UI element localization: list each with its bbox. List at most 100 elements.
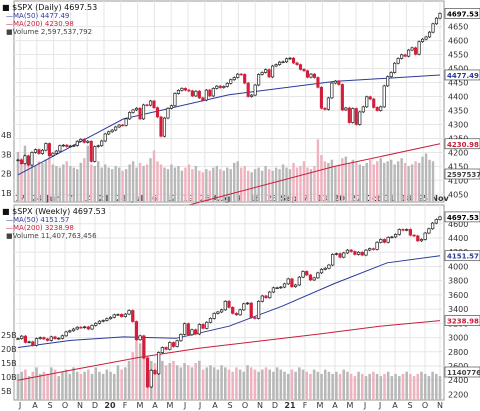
volume-bar bbox=[227, 369, 231, 400]
candle-body bbox=[246, 82, 250, 97]
volume-bar bbox=[274, 167, 278, 202]
candle-body bbox=[297, 276, 301, 286]
candle-body bbox=[166, 107, 170, 119]
volume-bar bbox=[253, 369, 257, 400]
x-tick-label: 28 bbox=[116, 194, 126, 203]
candle-body bbox=[205, 321, 209, 329]
volume-bar bbox=[305, 371, 309, 400]
ma200-line bbox=[17, 320, 441, 381]
volume-bar bbox=[320, 373, 323, 400]
candle-body bbox=[145, 357, 150, 388]
volume-bar bbox=[179, 367, 183, 400]
candle-body bbox=[138, 335, 142, 341]
candle-body bbox=[101, 320, 105, 322]
volume-axis-label: 3B bbox=[1, 150, 12, 159]
x-tick-label: 20 bbox=[104, 401, 116, 410]
volume-bar bbox=[172, 360, 175, 400]
volume-bar bbox=[283, 371, 286, 400]
candle-body bbox=[239, 73, 243, 76]
volume-bar bbox=[61, 371, 64, 400]
candle-body bbox=[208, 89, 212, 97]
volume-bar bbox=[414, 161, 417, 202]
x-tick-label: M bbox=[317, 401, 324, 410]
volume-bar bbox=[421, 156, 424, 202]
x-tick-label: F bbox=[123, 401, 128, 410]
candle-body bbox=[94, 322, 98, 326]
candle-body bbox=[424, 36, 428, 40]
volume-bar bbox=[205, 169, 208, 202]
x-tick-label: N bbox=[437, 401, 443, 410]
volume-bar bbox=[159, 164, 163, 202]
volume-bar bbox=[161, 360, 164, 400]
volume-bar bbox=[298, 367, 301, 400]
candle-body bbox=[110, 129, 114, 133]
ma200-tag: 4230.98 bbox=[444, 138, 480, 150]
volume-bar bbox=[349, 373, 353, 400]
candle-body bbox=[386, 236, 390, 243]
candle-body bbox=[186, 323, 190, 336]
last-price-tag-text: 4697.53 bbox=[447, 214, 479, 222]
volume-bar bbox=[41, 162, 44, 202]
candle-body bbox=[290, 278, 294, 288]
volume-bar bbox=[295, 167, 299, 202]
volume-bar bbox=[53, 369, 57, 400]
candle-body bbox=[40, 149, 44, 154]
legend-ma50: —MA(50) 4151.57 bbox=[6, 216, 69, 224]
last-price-tag-box bbox=[444, 8, 480, 19]
volume-bar bbox=[20, 158, 23, 202]
volume-bar bbox=[271, 170, 274, 202]
candle-body bbox=[347, 107, 351, 123]
candle-body bbox=[201, 324, 205, 329]
volume-bar bbox=[226, 167, 229, 202]
volume-axis-label: 1B bbox=[1, 189, 12, 198]
volume-bar bbox=[101, 373, 105, 400]
candle-body bbox=[405, 229, 409, 231]
candle-body bbox=[291, 57, 296, 64]
volume-bar bbox=[431, 161, 435, 202]
candle-body bbox=[353, 251, 357, 255]
legend-ma200: —MA(200) 4230.98 bbox=[6, 20, 74, 28]
volume-bar bbox=[166, 169, 170, 202]
volume-bar bbox=[27, 376, 31, 400]
y-tick-label: 2600 bbox=[448, 362, 468, 371]
y-tick-label: 4050 bbox=[448, 190, 468, 199]
candle-body bbox=[414, 47, 418, 55]
volume-bar bbox=[168, 363, 172, 400]
candle-body bbox=[31, 341, 35, 346]
candle-body bbox=[162, 117, 167, 137]
candle-body bbox=[134, 321, 139, 341]
volume-bar bbox=[170, 164, 173, 202]
volume-bar bbox=[331, 373, 334, 400]
candle-body bbox=[305, 271, 309, 276]
candle-body bbox=[27, 341, 31, 343]
x-tick-label: J bbox=[183, 401, 186, 410]
volume-bar bbox=[428, 159, 431, 202]
volume-bar bbox=[175, 365, 179, 400]
candle-body bbox=[97, 320, 102, 324]
volume-bar bbox=[42, 371, 46, 400]
candle-body bbox=[256, 300, 261, 319]
candle-body bbox=[51, 152, 55, 157]
volume-bar bbox=[107, 167, 110, 202]
candle-body bbox=[37, 149, 41, 154]
volume-bar bbox=[394, 373, 397, 400]
volume-bar bbox=[405, 371, 408, 400]
legend-ma200: —MA(200) 3238.98 bbox=[6, 224, 74, 232]
volume-bar bbox=[275, 367, 279, 400]
y-tick-label: 3400 bbox=[448, 305, 468, 314]
y-tick-label: 4400 bbox=[448, 234, 468, 243]
volume-bar bbox=[38, 373, 42, 400]
volume-bar bbox=[198, 170, 201, 202]
candle-body bbox=[218, 85, 222, 88]
volume-bar bbox=[267, 169, 271, 202]
volume-bar bbox=[279, 369, 283, 400]
volume-bar bbox=[145, 164, 149, 202]
chart-title: ■ $SPX (Daily) 4697.53 bbox=[2, 3, 97, 12]
volume-bar bbox=[138, 343, 142, 400]
x-tick-label: J bbox=[363, 401, 366, 410]
candle-body bbox=[42, 337, 46, 340]
last-price-tag: 4697.53 bbox=[444, 8, 480, 19]
volume-bar bbox=[431, 371, 434, 400]
volume-bar bbox=[103, 164, 107, 202]
